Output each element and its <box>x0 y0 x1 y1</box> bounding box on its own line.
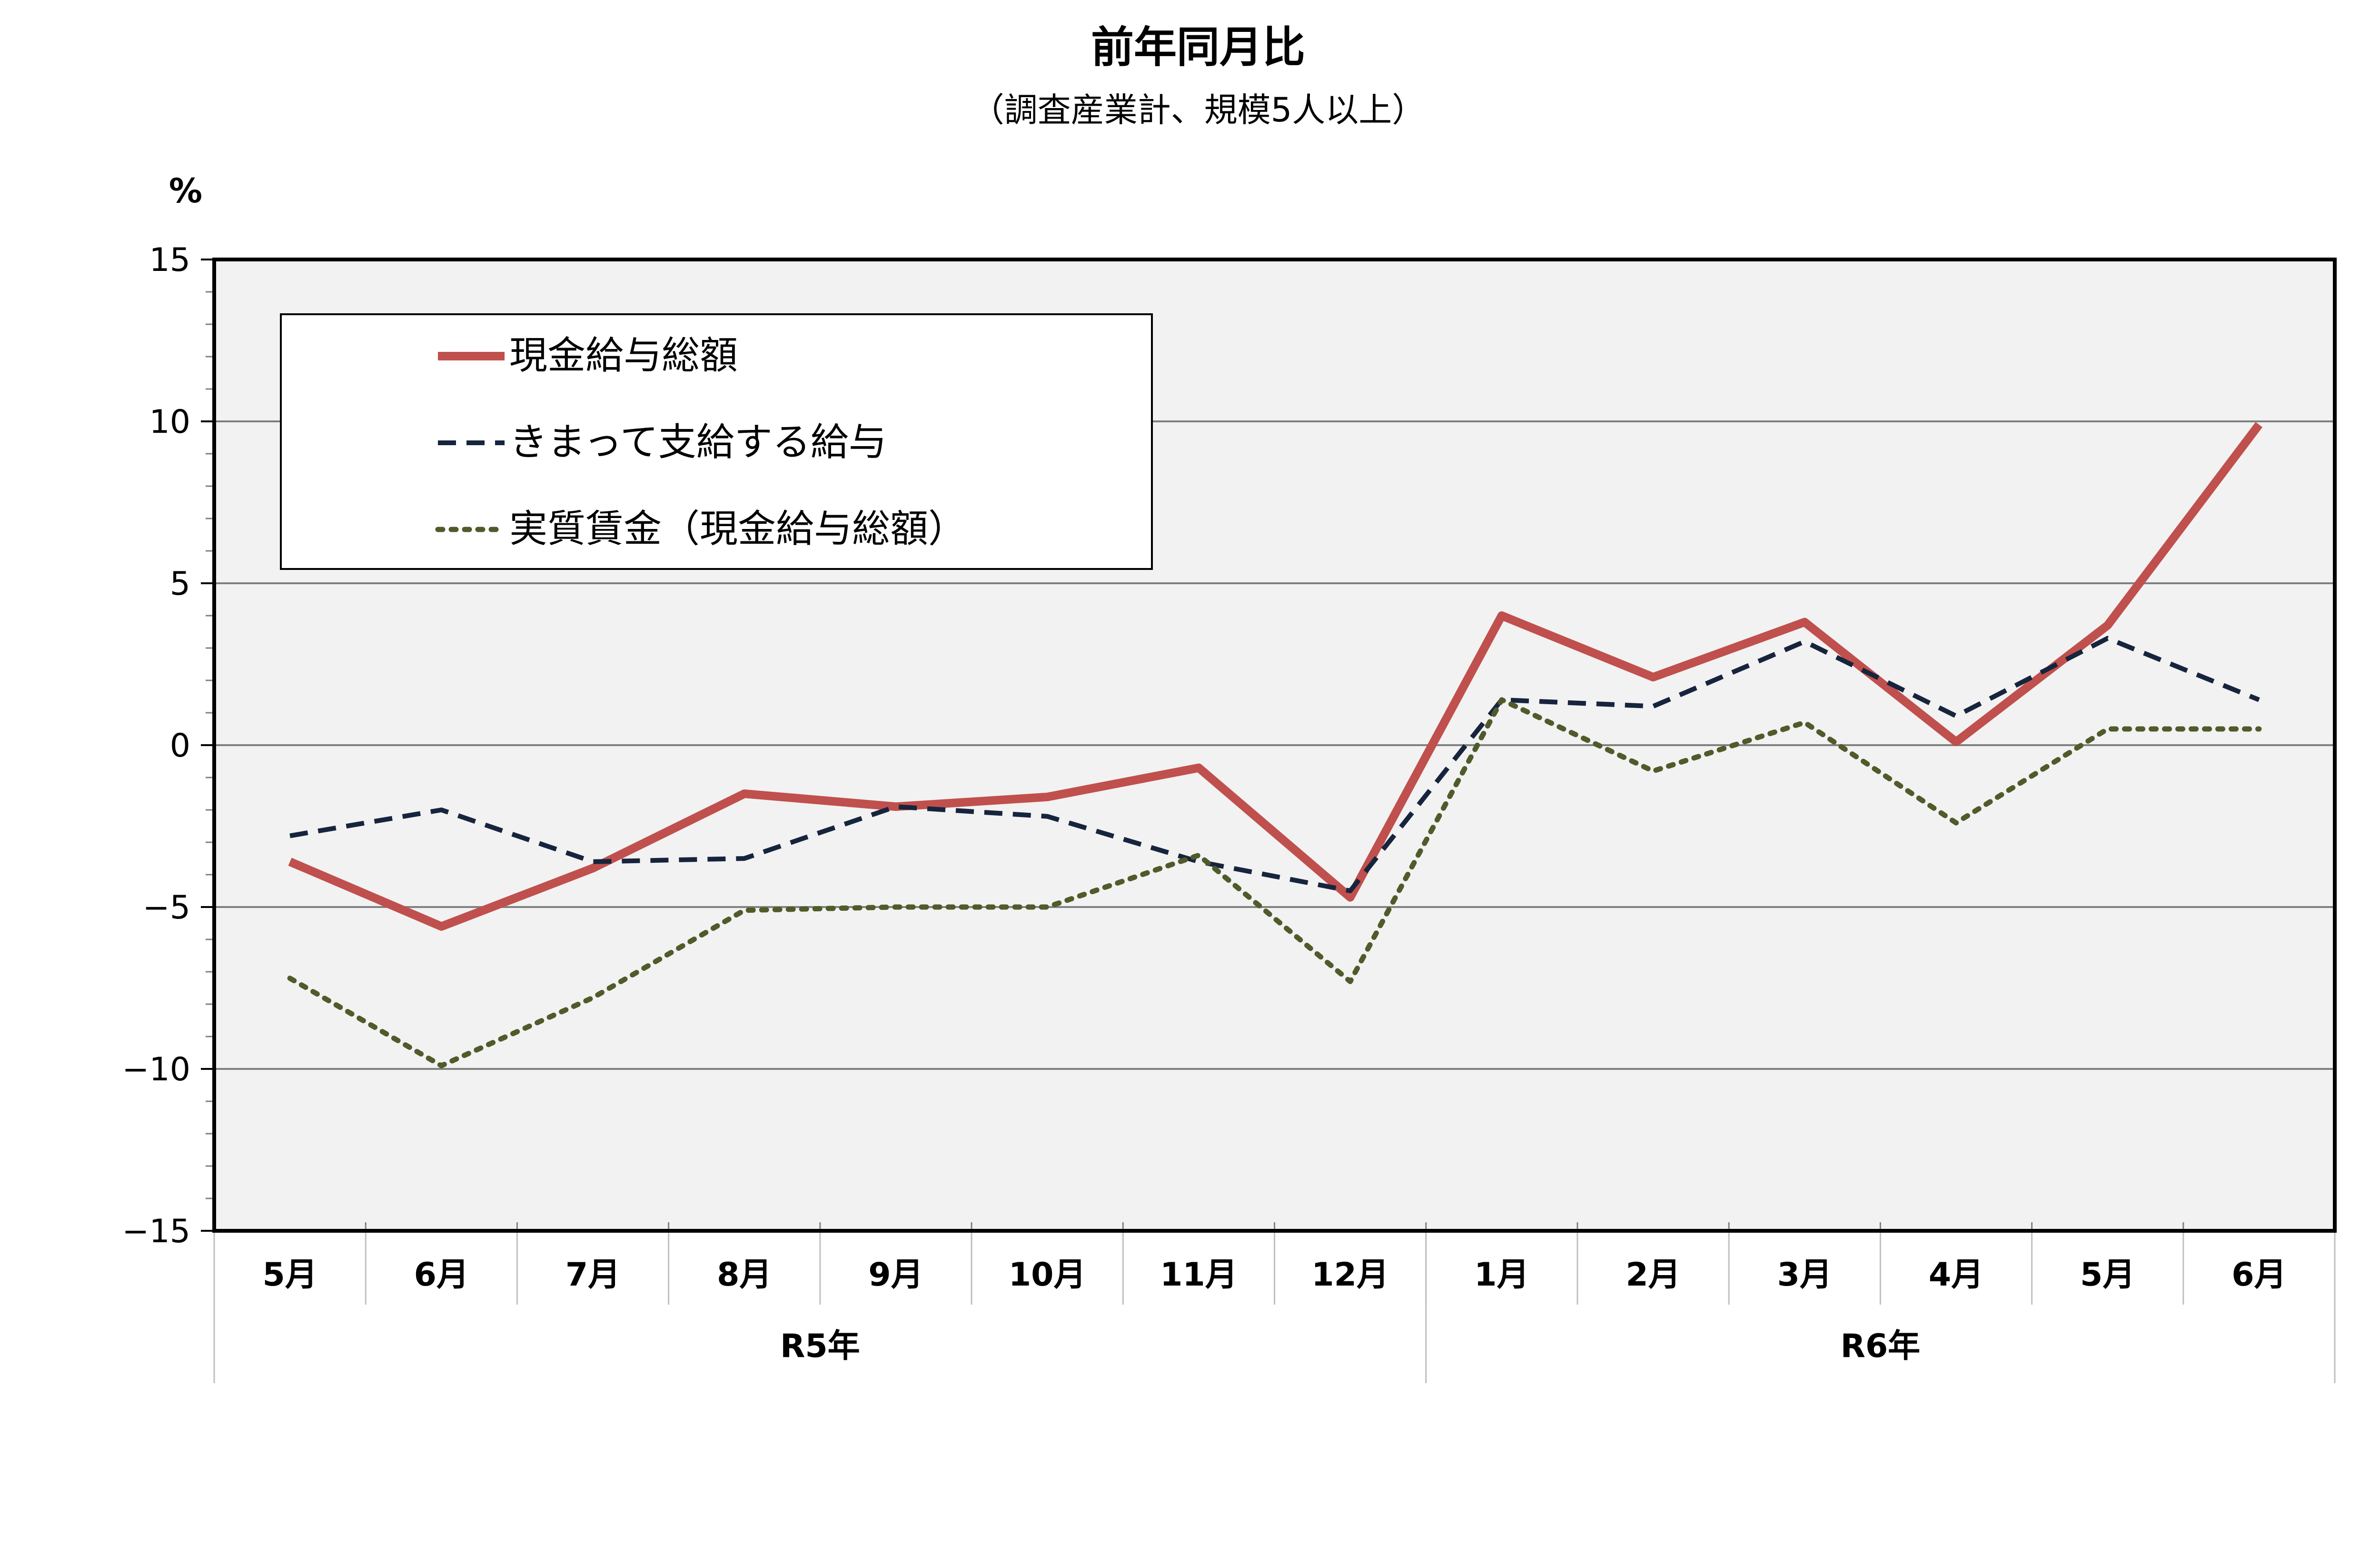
x-tick-label: 5月 <box>262 1256 317 1294</box>
x-group-label: R5年 <box>780 1327 860 1365</box>
series-line-1 <box>288 422 2263 931</box>
series-line-2 <box>289 636 2260 893</box>
x-tick-label: 4月 <box>1929 1256 1983 1294</box>
legend-label-3: 実質賃金（現金給与総額） <box>509 507 966 551</box>
y-tick-label: −10 <box>122 1051 190 1088</box>
x-tick-label: 5月 <box>2080 1256 2135 1294</box>
x-tick-label: 1月 <box>1474 1256 1529 1294</box>
x-tick-label: 3月 <box>1777 1256 1832 1294</box>
x-tick-label: 8月 <box>717 1256 772 1294</box>
x-group-label: R6年 <box>1841 1327 1921 1365</box>
chart-title: 前年同月比 <box>1091 22 1305 72</box>
axis-layer: 15 10 5 0 −5 −10 −15 R5年 R6年 5月 6月 7月 8月 9月 10月 11月 12月 1… <box>122 241 2337 1383</box>
x-tick-label: 11月 <box>1160 1256 1238 1294</box>
y-tick-label: 0 <box>170 727 190 765</box>
x-tick-label: 6月 <box>414 1256 469 1294</box>
series-line-3 <box>287 697 2262 1068</box>
y-tick-label: 10 <box>149 403 190 441</box>
legend-label-2: きまって支給する給与 <box>509 420 887 464</box>
y-tick-label: −5 <box>143 889 190 927</box>
x-tick-label: 9月 <box>868 1256 923 1294</box>
plot-border <box>212 258 2337 1233</box>
x-tick-label: 12月 <box>1311 1256 1389 1294</box>
y-tick-label: −15 <box>122 1213 190 1250</box>
y-axis-unit-label: % <box>169 171 202 210</box>
series-layer <box>287 422 2263 1068</box>
x-tick-label: 10月 <box>1009 1256 1086 1294</box>
y-tick-label: 5 <box>170 565 190 603</box>
chart-subtitle: （調査産業計、規模5人以上） <box>971 90 1426 130</box>
legend-label-1: 現金給与総額 <box>509 333 738 378</box>
legend-box <box>280 313 1153 570</box>
x-tick-label: 6月 <box>2231 1256 2286 1294</box>
y-tick-label: 15 <box>149 241 190 279</box>
x-tick-label: 7月 <box>565 1256 620 1294</box>
x-tick-label: 2月 <box>1626 1256 1680 1294</box>
